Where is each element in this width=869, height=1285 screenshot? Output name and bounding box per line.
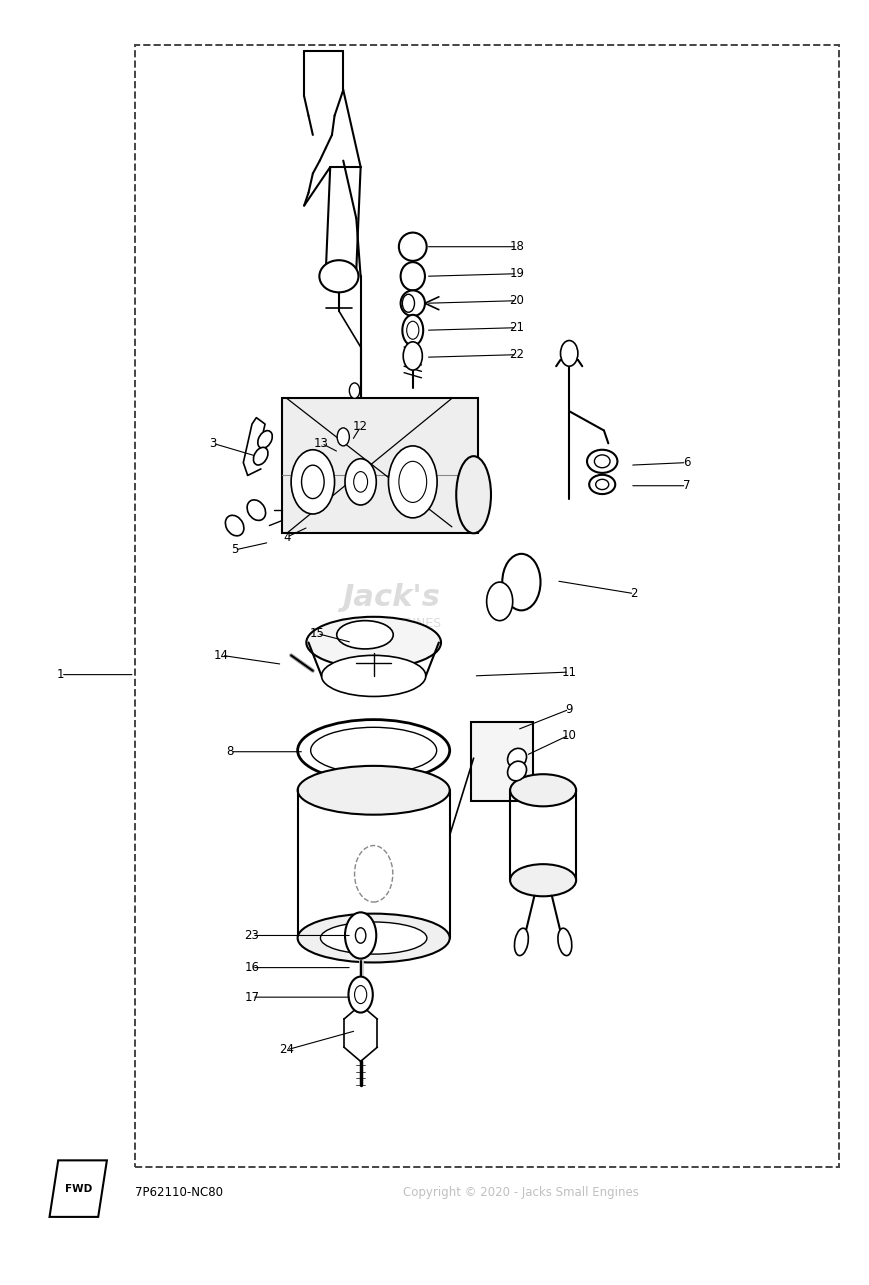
Ellipse shape bbox=[254, 447, 268, 465]
Ellipse shape bbox=[320, 260, 359, 293]
Circle shape bbox=[337, 428, 349, 446]
Text: 17: 17 bbox=[244, 991, 260, 1004]
Text: SMALL ENGINES: SMALL ENGINES bbox=[341, 617, 441, 630]
Ellipse shape bbox=[336, 621, 393, 649]
Text: 18: 18 bbox=[509, 240, 525, 253]
Text: Copyright © 2020 - Jacks Small Engines: Copyright © 2020 - Jacks Small Engines bbox=[403, 1186, 640, 1199]
Ellipse shape bbox=[306, 617, 441, 668]
Ellipse shape bbox=[514, 928, 528, 956]
Ellipse shape bbox=[402, 294, 415, 312]
Ellipse shape bbox=[401, 290, 425, 316]
Ellipse shape bbox=[558, 928, 572, 956]
Text: 6: 6 bbox=[683, 456, 690, 469]
Text: 3: 3 bbox=[209, 437, 216, 450]
Circle shape bbox=[345, 459, 376, 505]
Circle shape bbox=[302, 465, 324, 499]
Ellipse shape bbox=[298, 914, 450, 962]
FancyBboxPatch shape bbox=[282, 398, 478, 533]
Circle shape bbox=[487, 582, 513, 621]
Ellipse shape bbox=[311, 727, 437, 774]
Ellipse shape bbox=[589, 474, 615, 495]
Ellipse shape bbox=[507, 761, 527, 781]
Ellipse shape bbox=[587, 450, 617, 473]
Text: 16: 16 bbox=[244, 961, 260, 974]
Ellipse shape bbox=[298, 766, 450, 815]
Circle shape bbox=[291, 450, 335, 514]
Circle shape bbox=[407, 321, 419, 339]
Circle shape bbox=[502, 554, 541, 610]
Text: 15: 15 bbox=[309, 627, 325, 640]
Ellipse shape bbox=[399, 233, 427, 261]
Polygon shape bbox=[50, 1160, 107, 1217]
Text: 1: 1 bbox=[57, 668, 64, 681]
Text: 12: 12 bbox=[353, 420, 368, 433]
Ellipse shape bbox=[322, 655, 426, 696]
Ellipse shape bbox=[594, 455, 610, 468]
Circle shape bbox=[399, 461, 427, 502]
Text: 5: 5 bbox=[231, 544, 238, 556]
Circle shape bbox=[348, 977, 373, 1013]
Ellipse shape bbox=[258, 430, 272, 448]
Ellipse shape bbox=[403, 342, 422, 370]
Text: 7P62110-NC80: 7P62110-NC80 bbox=[135, 1186, 222, 1199]
Text: FWD: FWD bbox=[64, 1183, 92, 1194]
Ellipse shape bbox=[247, 500, 266, 520]
Circle shape bbox=[561, 341, 578, 366]
Text: 14: 14 bbox=[214, 649, 229, 662]
Circle shape bbox=[349, 383, 360, 398]
Text: 9: 9 bbox=[566, 703, 573, 716]
Ellipse shape bbox=[510, 864, 576, 897]
Text: 24: 24 bbox=[279, 1043, 295, 1056]
Ellipse shape bbox=[225, 515, 244, 536]
Circle shape bbox=[354, 472, 368, 492]
Text: 20: 20 bbox=[509, 294, 525, 307]
Ellipse shape bbox=[507, 748, 527, 768]
Text: 11: 11 bbox=[561, 666, 577, 678]
Ellipse shape bbox=[456, 456, 491, 533]
Text: 19: 19 bbox=[509, 267, 525, 280]
Ellipse shape bbox=[298, 720, 450, 781]
Text: 10: 10 bbox=[561, 729, 577, 741]
Text: 21: 21 bbox=[509, 321, 525, 334]
Text: Jack's: Jack's bbox=[342, 583, 440, 612]
Circle shape bbox=[388, 446, 437, 518]
Ellipse shape bbox=[401, 262, 425, 290]
Ellipse shape bbox=[595, 479, 608, 490]
Circle shape bbox=[355, 986, 367, 1004]
Text: 8: 8 bbox=[227, 745, 234, 758]
Text: 13: 13 bbox=[314, 437, 329, 450]
Circle shape bbox=[402, 315, 423, 346]
Circle shape bbox=[345, 912, 376, 959]
Ellipse shape bbox=[321, 923, 427, 953]
Text: 7: 7 bbox=[683, 479, 690, 492]
Text: 4: 4 bbox=[283, 531, 290, 544]
Text: 23: 23 bbox=[244, 929, 260, 942]
Circle shape bbox=[355, 928, 366, 943]
Text: 2: 2 bbox=[631, 587, 638, 600]
FancyBboxPatch shape bbox=[471, 722, 533, 801]
Ellipse shape bbox=[510, 774, 576, 807]
Text: 22: 22 bbox=[509, 348, 525, 361]
